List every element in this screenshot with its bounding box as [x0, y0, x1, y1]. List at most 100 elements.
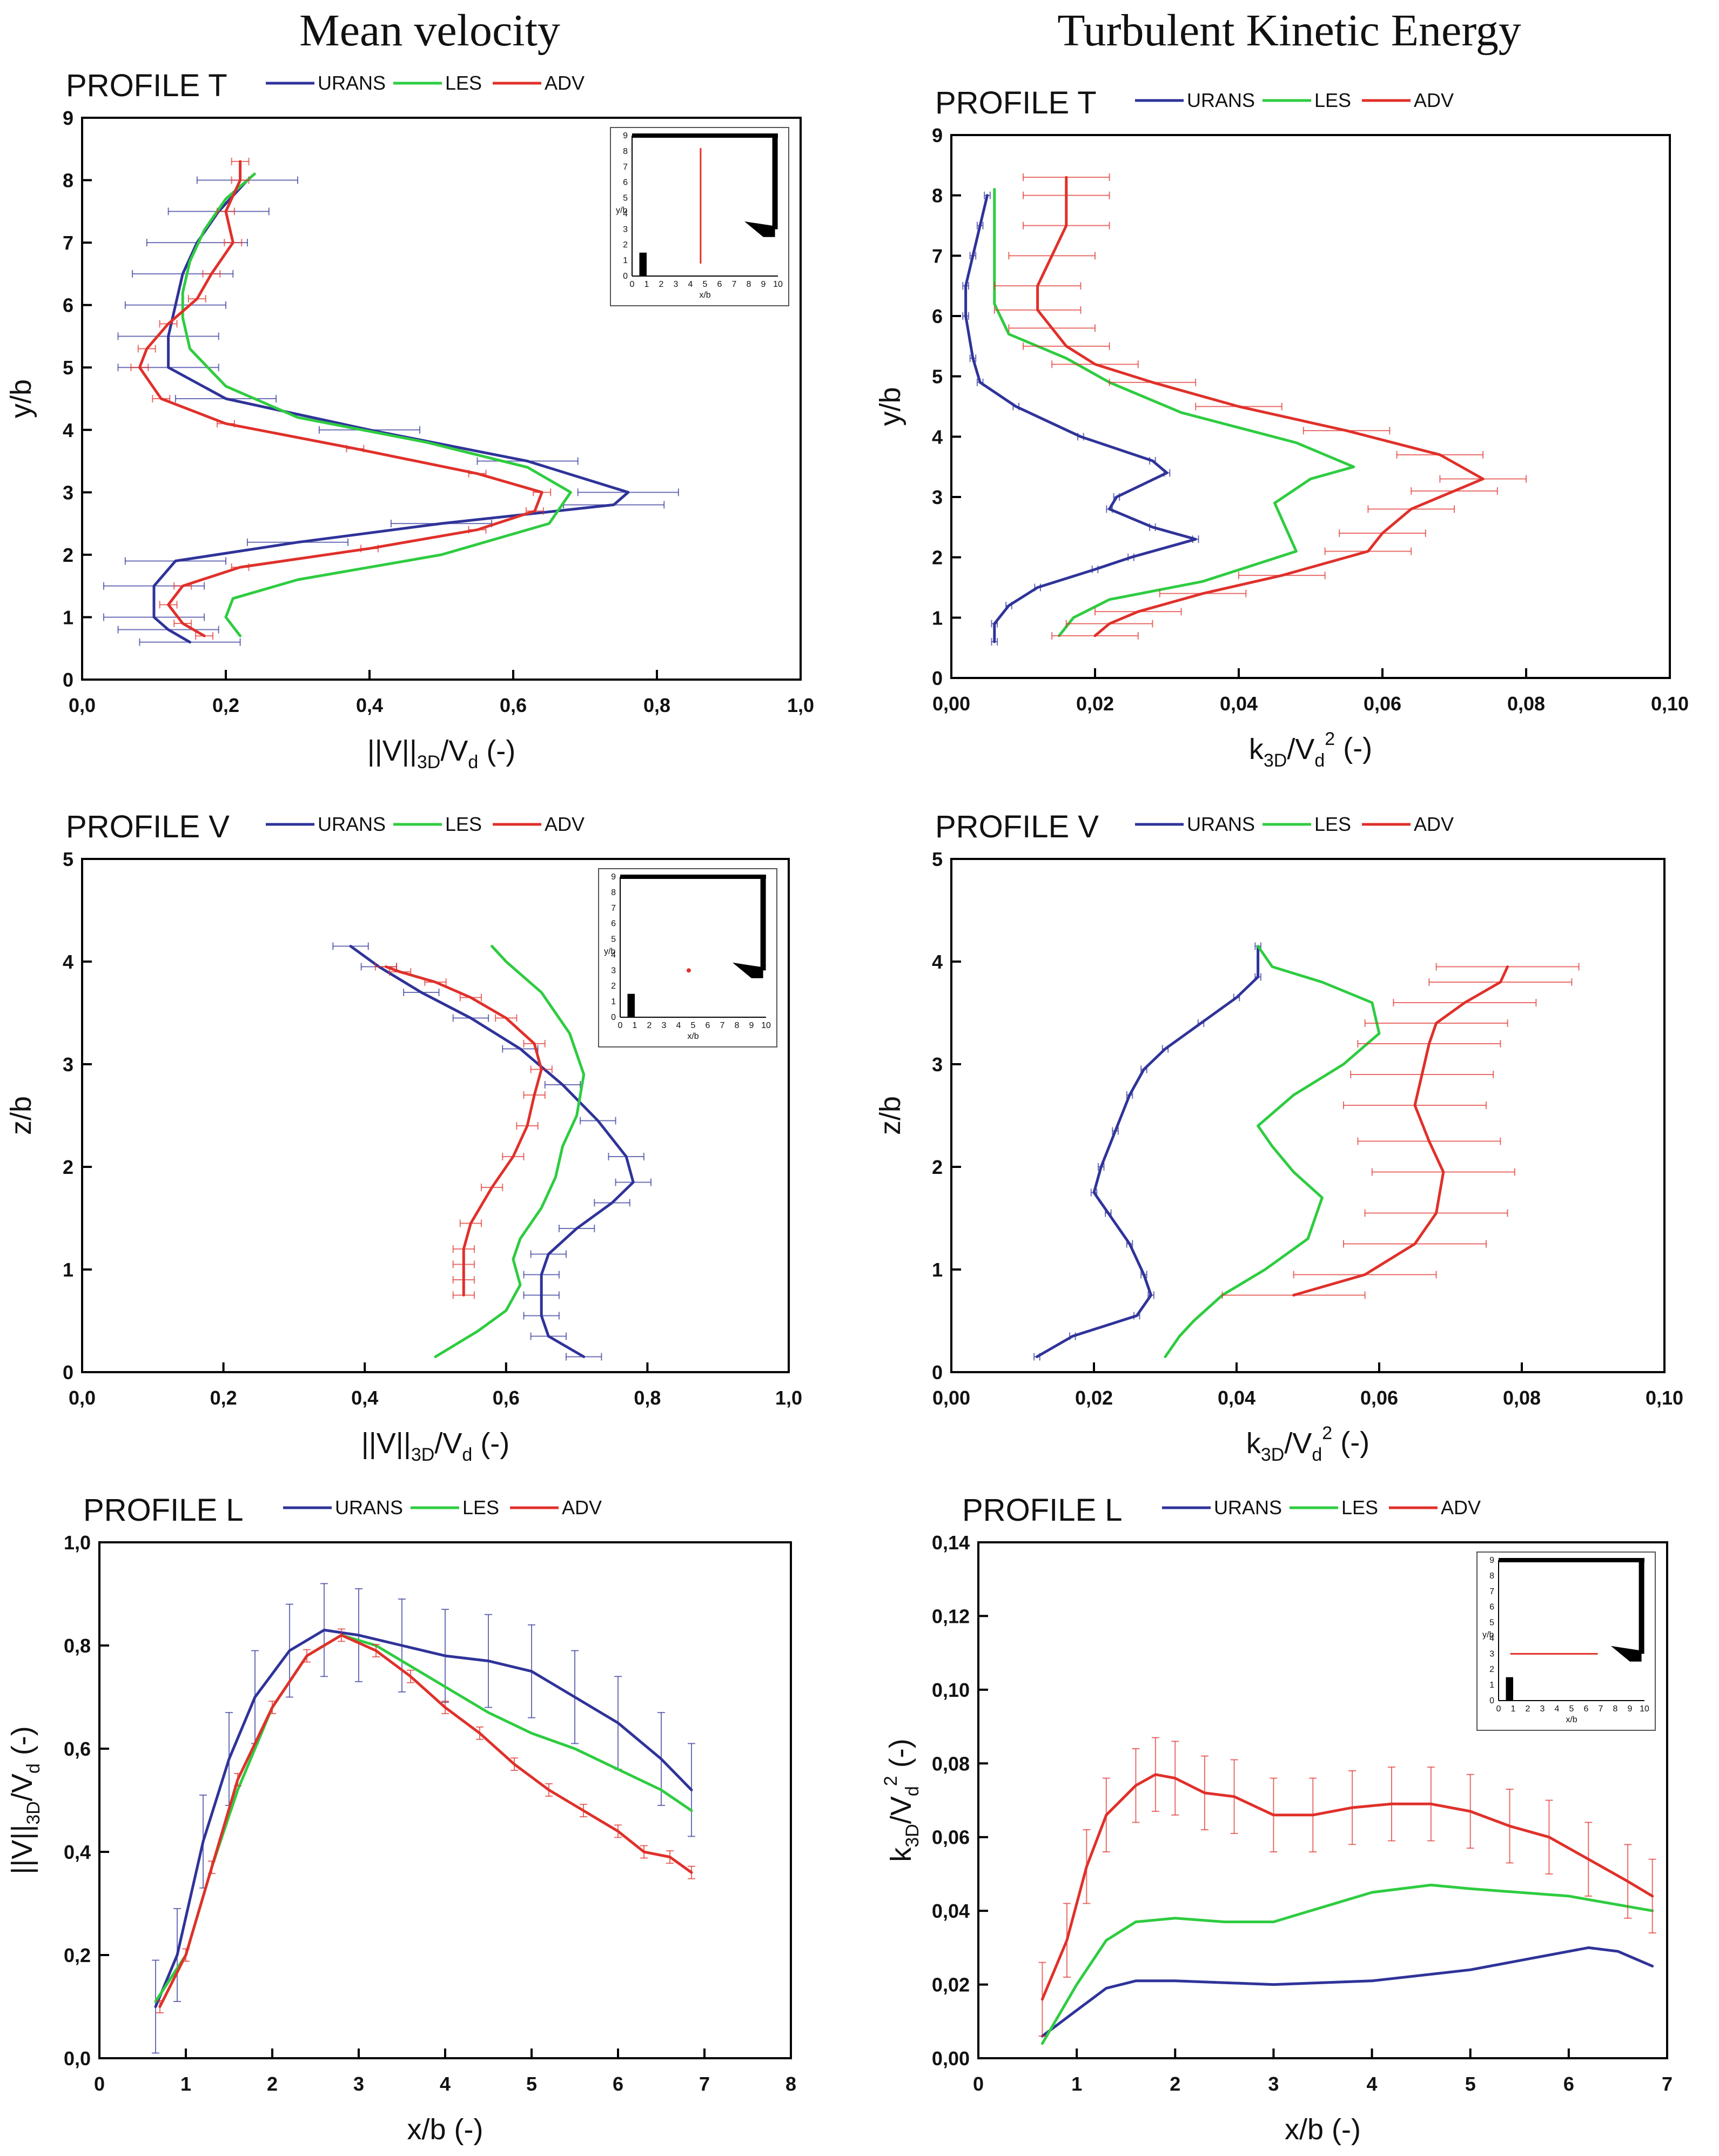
- inset-x-tick-label: 8: [747, 280, 751, 289]
- inset-y-tick-label: 2: [1489, 1665, 1494, 1674]
- inset-y-tick-label: 9: [611, 872, 616, 882]
- x-tick-label: 0,10: [1651, 693, 1689, 715]
- inset-x-tick-label: 6: [706, 1021, 710, 1030]
- inset-y-tick-label: 3: [1489, 1649, 1494, 1658]
- y-tick-label: 0,04: [932, 1900, 970, 1922]
- y-tick-label: 9: [932, 124, 943, 146]
- y-tick-label: 4: [63, 419, 73, 441]
- inset-x-tick-label: 7: [732, 280, 737, 289]
- inset-y-tick-label: 6: [623, 178, 628, 187]
- profile-title: PROFILE L: [962, 1493, 1123, 1528]
- x-tick-label: 0,10: [1646, 1387, 1683, 1409]
- chart-profile-v-velocity: PROFILE V URANS LES ADV 0,0 0,2 0,4 0,6 0,8 1,0 0 1…: [5, 809, 802, 1465]
- y-tick-label: 8: [63, 170, 73, 192]
- series-line-adv: [384, 965, 543, 1297]
- y-tick-label: 4: [63, 951, 73, 973]
- x-tick-label: 0,06: [1360, 1387, 1398, 1409]
- x-tick-label: 0,00: [932, 1387, 970, 1409]
- plot-area: [950, 134, 1671, 679]
- legend-label-les: LES: [445, 813, 482, 835]
- inset-x-tick-label: 1: [1511, 1704, 1516, 1714]
- y-tick-label: 0,0: [64, 2047, 91, 2070]
- inset-y-tick-label: 1: [1489, 1681, 1494, 1690]
- inset-y-tick-label: 9: [623, 131, 628, 140]
- y-tick-label: 1: [63, 1259, 73, 1281]
- y-tick-label: 0: [932, 1361, 943, 1383]
- inset-x-tick-label: 0: [618, 1021, 623, 1030]
- legend-label-urans: URANS: [1187, 89, 1255, 111]
- inset-x-tick-label: 2: [659, 280, 664, 289]
- x-tick-label: 3: [1268, 2073, 1279, 2095]
- inset-y-tick-label: 6: [611, 919, 616, 929]
- series-line-les: [993, 188, 1355, 637]
- inset-y-tick-label: 6: [1489, 1603, 1494, 1612]
- inset-y-tick-label: 2: [623, 240, 628, 250]
- y-tick-label: 6: [63, 294, 73, 317]
- inset-x-label: x/b: [687, 1032, 699, 1041]
- inset-x-tick-label: 5: [703, 280, 708, 289]
- inset-x-tick-label: 1: [633, 1021, 637, 1030]
- y-axis-label: k3D/Vd2 (-): [881, 1738, 923, 1862]
- chart-profile-v-tke: PROFILE V URANS LES ADV 0,00 0,02 0,04 0,06 0,08…: [874, 809, 1683, 1465]
- x-axis-label: ||V||3D/Vd (-): [361, 1427, 510, 1465]
- x-tick-label: 0,8: [634, 1387, 661, 1409]
- inset-x-tick-label: 10: [1640, 1704, 1649, 1714]
- inset-y-tick-label: 5: [1489, 1618, 1494, 1628]
- y-axis-label: y/b: [874, 387, 906, 426]
- inset-y-tick-label: 3: [623, 225, 628, 234]
- inset-y-tick-label: 0: [1489, 1696, 1494, 1705]
- y-axis-label: ||V||3D/Vd (-): [6, 1726, 44, 1875]
- y-tick-label: 0,4: [64, 1841, 91, 1863]
- legend-label-urans: URANS: [318, 813, 386, 835]
- series-line-adv: [1040, 1773, 1654, 2001]
- y-tick-label: 4: [932, 951, 943, 973]
- inset-x-tick-label: 0: [630, 280, 635, 289]
- inset-x-tick-label: 8: [1613, 1704, 1618, 1714]
- inset-y-label: y/b: [604, 947, 615, 956]
- inset-y-label: y/b: [616, 206, 627, 215]
- y-tick-label: 5: [63, 357, 73, 379]
- x-tick-label: 0,4: [351, 1387, 378, 1409]
- legend-label-adv: ADV: [545, 813, 585, 835]
- y-tick-label: 4: [932, 426, 943, 448]
- legend-label-les: LES: [1314, 89, 1351, 111]
- x-tick-label: 0,0: [69, 1387, 96, 1409]
- x-tick-label: 0,2: [212, 694, 239, 716]
- y-axis-label: y/b: [5, 379, 37, 418]
- legend-label-adv: ADV: [562, 1496, 602, 1519]
- inset-y-label: y/b: [1482, 1630, 1494, 1640]
- inset-x-tick-label: 4: [688, 280, 693, 289]
- series-line-adv: [1036, 176, 1485, 637]
- x-axis-label: x/b (-): [407, 2113, 484, 2146]
- header-mean-velocity: Mean velocity: [299, 5, 560, 56]
- inset-x-tick-label: 4: [676, 1021, 681, 1030]
- inset-nozzle: [1506, 1677, 1513, 1701]
- inset-x-tick-label: 2: [1526, 1704, 1530, 1714]
- inset-frame: [598, 868, 777, 1047]
- legend-label-les: LES: [1341, 1496, 1378, 1519]
- inset-y-tick-label: 8: [611, 888, 616, 897]
- y-tick-label: 1,0: [64, 1532, 91, 1554]
- inset-y-tick-label: 4: [623, 209, 628, 218]
- series-line-les: [181, 172, 572, 637]
- y-tick-label: 8: [932, 185, 943, 207]
- y-tick-label: 3: [63, 481, 73, 503]
- y-axis-label: z/b: [874, 1096, 906, 1135]
- inset-y-tick-label: 3: [611, 966, 616, 975]
- inset-x-label: x/b: [699, 291, 710, 300]
- x-tick-label: 3: [353, 2073, 364, 2095]
- inset-x-tick-label: 5: [691, 1021, 696, 1030]
- legend-label-urans: URANS: [335, 1496, 403, 1519]
- x-axis-label: x/b (-): [1285, 2113, 1361, 2146]
- y-tick-label: 0: [63, 669, 73, 691]
- inset-x-tick-label: 3: [674, 280, 679, 289]
- legend-label-adv: ADV: [545, 72, 585, 94]
- x-tick-label: 2: [267, 2073, 278, 2095]
- x-tick-label: 0,2: [210, 1387, 237, 1409]
- inset-y-tick-label: 2: [611, 982, 616, 991]
- inset-x-tick-label: 6: [717, 280, 722, 289]
- x-tick-label: 0,4: [356, 694, 383, 716]
